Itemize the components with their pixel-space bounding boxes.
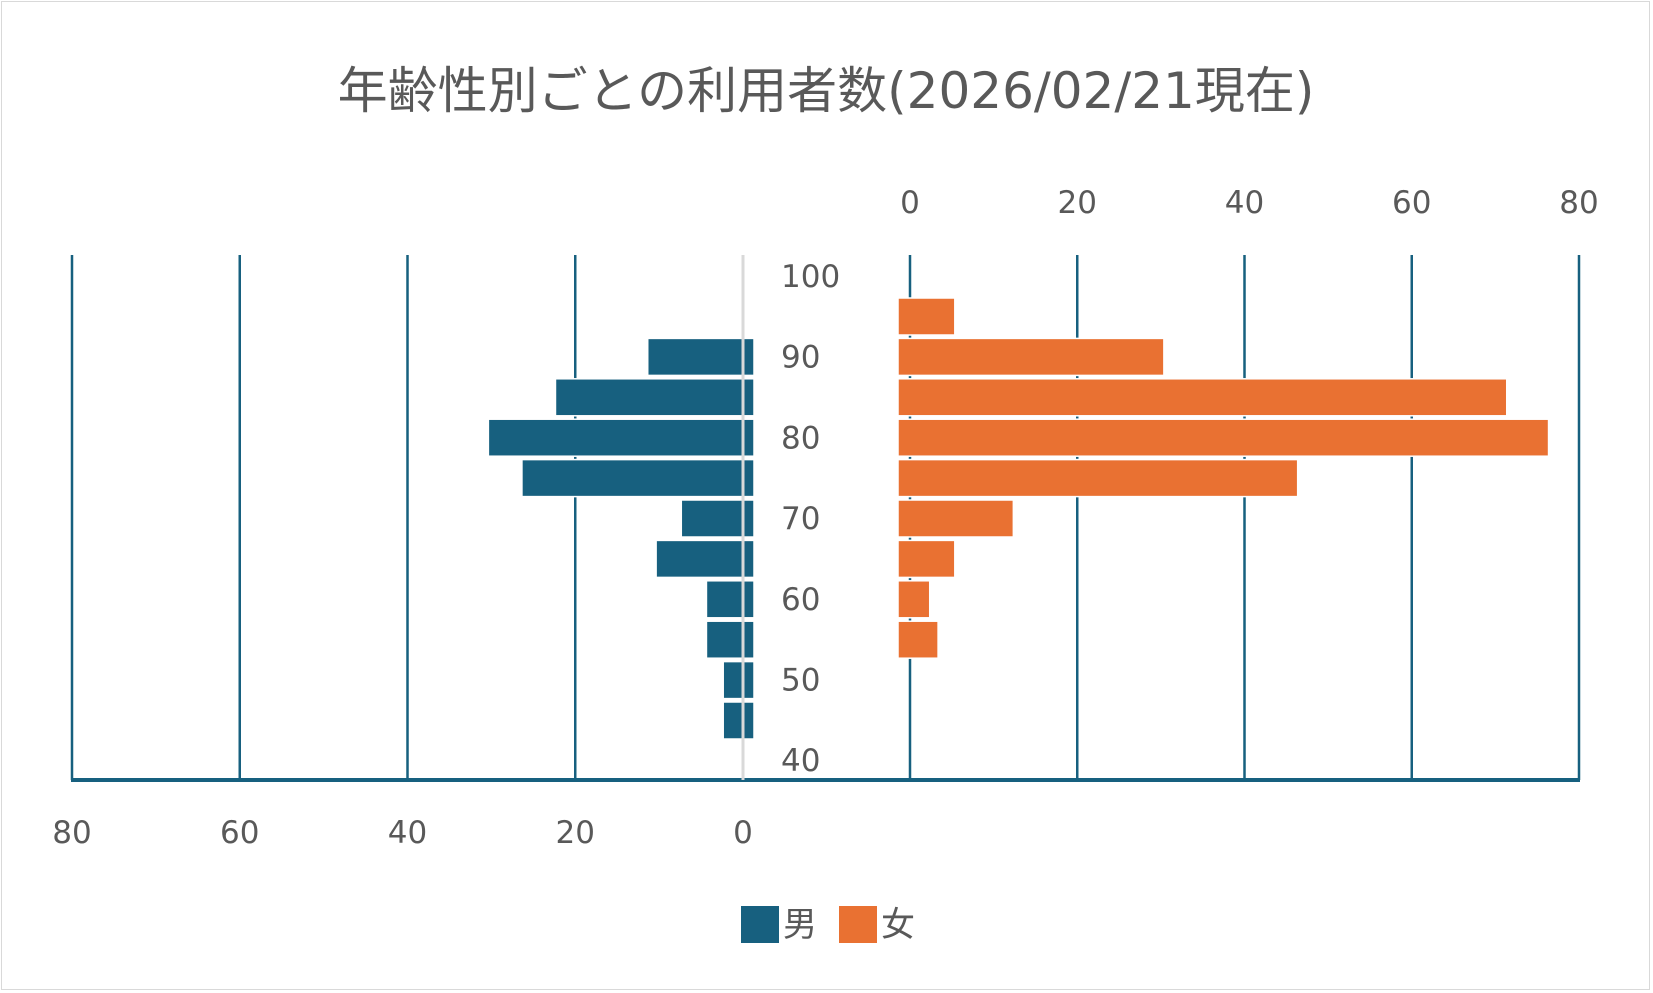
right-axis-tick-label: 60 xyxy=(1392,185,1431,221)
age-axis-label: 40 xyxy=(781,743,820,779)
bar-male-45-49 xyxy=(722,701,755,740)
legend-swatch-male xyxy=(741,906,779,943)
right-axis-tick-label: 20 xyxy=(1058,185,1097,221)
bar-female-70-74 xyxy=(897,499,1015,538)
age-axis-label: 100 xyxy=(781,259,840,295)
legend-swatch-female xyxy=(839,906,877,943)
bar-female-65-69 xyxy=(897,539,956,579)
bar-male-60-64 xyxy=(705,580,755,619)
bar-male-75-79 xyxy=(521,458,755,498)
bar-female-75-79 xyxy=(897,458,1299,498)
legend-label-female: 女 xyxy=(881,905,915,945)
bar-female-60-64 xyxy=(897,580,931,619)
age-axis-label: 90 xyxy=(781,340,820,376)
age-axis-label: 50 xyxy=(781,663,820,699)
legend-label-male: 男 xyxy=(783,905,817,945)
left-axis-tick-label: 40 xyxy=(388,815,427,851)
bar-male-90-94 xyxy=(646,337,755,377)
bar-male-85-89 xyxy=(554,378,755,417)
age-axis-label: 80 xyxy=(781,420,820,456)
left-axis-tick-label: 20 xyxy=(556,815,595,851)
right-axis-tick-label: 0 xyxy=(900,185,920,221)
legend: 男女 xyxy=(741,905,915,945)
bar-female-55-59 xyxy=(897,620,939,659)
bar-female-90-94 xyxy=(897,337,1165,377)
bar-female-95-99 xyxy=(897,297,956,336)
bar-male-65-69 xyxy=(655,539,755,579)
left-axis-tick-label: 0 xyxy=(733,815,753,851)
bar-male-55-59 xyxy=(705,620,755,659)
bar-female-80-84 xyxy=(897,418,1550,457)
bar-male-80-84 xyxy=(487,418,755,457)
age-axis-label: 70 xyxy=(781,501,820,537)
right-axis-tick-label: 80 xyxy=(1559,185,1598,221)
bar-female-85-89 xyxy=(897,378,1508,417)
left-axis-tick-label: 60 xyxy=(220,815,259,851)
left-axis-tick-label: 80 xyxy=(52,815,91,851)
chart-title: 年齢性別ごとの利用者数(2026/02/21現在) xyxy=(338,62,1315,120)
age-axis-label: 60 xyxy=(781,582,820,618)
right-axis-tick-label: 40 xyxy=(1225,185,1264,221)
bar-male-50-54 xyxy=(722,660,755,700)
